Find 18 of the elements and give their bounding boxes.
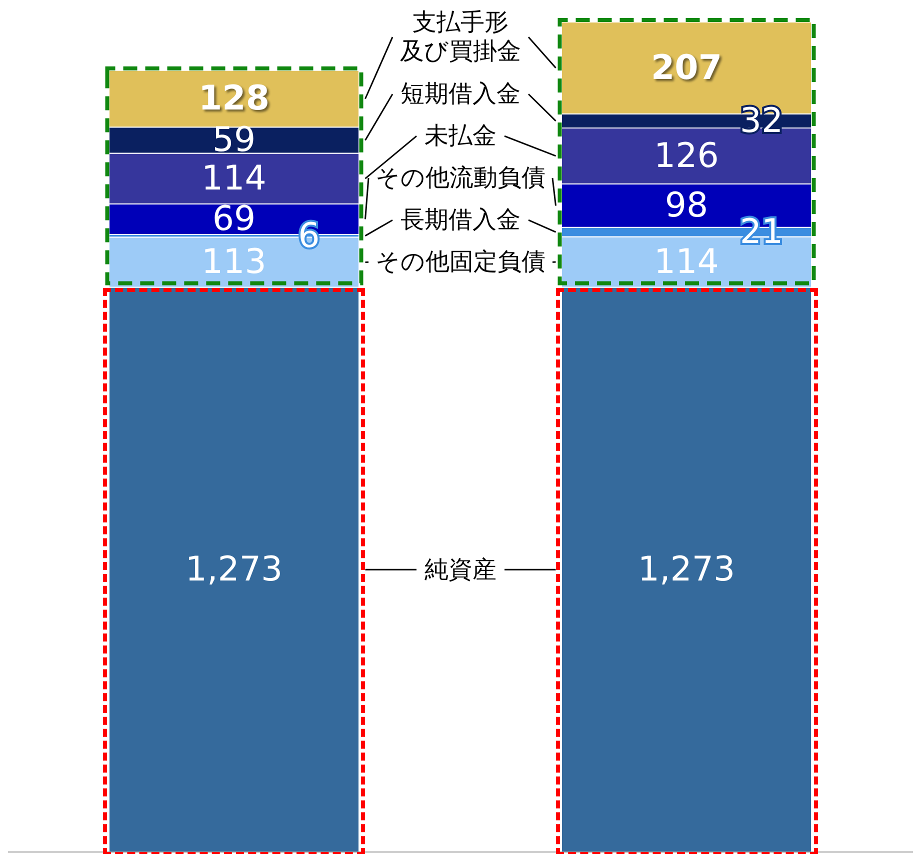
- data-label: 69: [212, 199, 256, 240]
- series-label: その他流動負債: [376, 164, 546, 192]
- data-label: 113: [202, 242, 266, 282]
- data-label: 114: [654, 242, 719, 282]
- data-label: 114: [202, 158, 266, 199]
- data-label: 207: [651, 48, 722, 88]
- series-label: その他固定負債: [376, 248, 546, 276]
- data-label: 59: [212, 120, 256, 160]
- data-label: 126: [654, 136, 719, 176]
- text: 純資産: [424, 555, 496, 584]
- series-label: 短期借入金: [400, 80, 520, 108]
- text: 未払金: [424, 122, 496, 150]
- data-label: 1,273: [185, 550, 283, 590]
- data-label: 98: [664, 186, 708, 226]
- series-label: 長期借入金: [400, 206, 520, 234]
- series-label: 支払手形及び買掛金: [400, 8, 521, 66]
- data-label: 1,273: [638, 550, 736, 590]
- data-label: 128: [198, 78, 270, 119]
